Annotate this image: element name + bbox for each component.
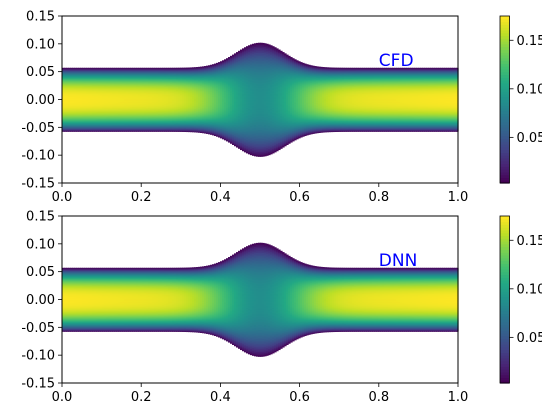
panel-1: 0.0 0.2 0.4 0.6 0.8 1.0-0.15-0.10-0.050.000.0…	[21, 10, 542, 206]
